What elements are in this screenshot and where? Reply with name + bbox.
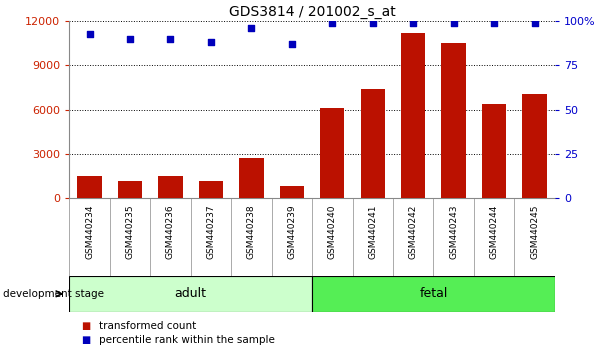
Text: GSM440241: GSM440241 — [368, 205, 377, 259]
Text: GSM440236: GSM440236 — [166, 205, 175, 259]
Point — [125, 36, 135, 42]
Bar — [239, 159, 264, 198]
Text: GSM440238: GSM440238 — [247, 205, 256, 259]
Text: GSM440237: GSM440237 — [206, 205, 215, 259]
Text: GSM440245: GSM440245 — [530, 205, 539, 259]
Point — [85, 31, 95, 36]
Bar — [320, 108, 344, 198]
Text: ■: ■ — [81, 335, 90, 345]
Bar — [77, 176, 102, 198]
Text: ■: ■ — [81, 321, 90, 331]
Bar — [482, 104, 506, 198]
Text: transformed count: transformed count — [99, 321, 197, 331]
Bar — [522, 93, 547, 198]
Point — [408, 20, 418, 26]
Text: development stage: development stage — [3, 289, 104, 299]
Text: GSM440235: GSM440235 — [125, 205, 134, 259]
Bar — [159, 176, 183, 198]
Point — [247, 25, 256, 31]
Bar — [280, 187, 304, 198]
Point — [368, 20, 377, 26]
Text: percentile rank within the sample: percentile rank within the sample — [99, 335, 276, 345]
Text: GSM440239: GSM440239 — [287, 205, 296, 259]
Bar — [361, 89, 385, 198]
Text: GSM440244: GSM440244 — [490, 205, 499, 259]
Bar — [199, 181, 223, 198]
Text: GSM440242: GSM440242 — [409, 205, 418, 259]
Point — [489, 20, 499, 26]
Bar — [118, 181, 142, 198]
Text: fetal: fetal — [419, 287, 447, 300]
Point — [166, 36, 175, 42]
Bar — [441, 44, 466, 198]
Bar — [312, 276, 555, 312]
Bar — [69, 276, 312, 312]
Text: GSM440234: GSM440234 — [85, 205, 94, 259]
Bar — [401, 33, 425, 198]
Point — [449, 20, 458, 26]
Point — [206, 40, 216, 45]
Point — [529, 20, 539, 26]
Text: GSM440240: GSM440240 — [328, 205, 337, 259]
Text: GSM440243: GSM440243 — [449, 205, 458, 259]
Point — [327, 20, 337, 26]
Point — [287, 41, 297, 47]
Title: GDS3814 / 201002_s_at: GDS3814 / 201002_s_at — [229, 5, 396, 19]
Text: adult: adult — [175, 287, 207, 300]
